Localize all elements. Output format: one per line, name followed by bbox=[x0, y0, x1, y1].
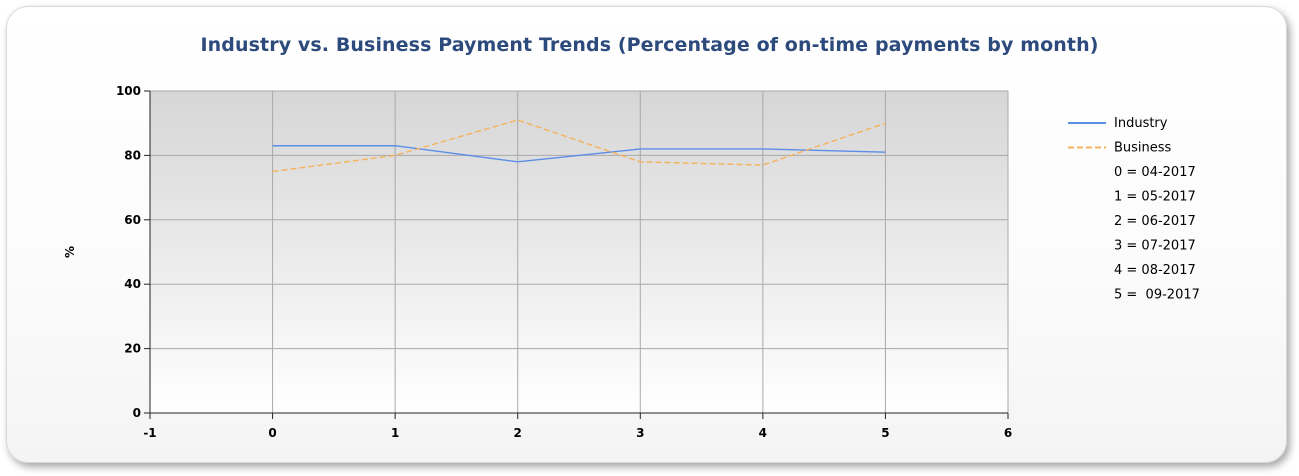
legend: Industry Business 0 = 04-2017 1 = 05-2017 2 … bbox=[1068, 116, 1200, 303]
plot-area bbox=[150, 91, 1008, 413]
y-axis-label: % bbox=[63, 246, 77, 258]
x-tick-label: 1 bbox=[391, 426, 399, 440]
chart-title: Industry vs. Business Payment Trends (Pe… bbox=[200, 34, 1099, 56]
axes bbox=[144, 90, 1009, 419]
legend-note: 5 = 09-2017 bbox=[1114, 288, 1200, 303]
y-tick-label: 0 bbox=[133, 406, 141, 420]
x-tick-label: 0 bbox=[268, 426, 276, 440]
x-tick-label: 3 bbox=[636, 426, 644, 440]
legend-note: 4 = 08-2017 bbox=[1114, 263, 1196, 278]
x-tick-label: 5 bbox=[881, 426, 889, 440]
y-tick-label: 40 bbox=[124, 277, 141, 291]
legend-note: 1 = 05-2017 bbox=[1114, 190, 1196, 205]
x-tick-label: -1 bbox=[143, 426, 156, 440]
legend-note: 0 = 04-2017 bbox=[1114, 165, 1196, 180]
x-tick-label: 2 bbox=[514, 426, 522, 440]
series-line-industry bbox=[272, 145, 886, 163]
series-line-business bbox=[272, 119, 886, 173]
y-tick-label: 60 bbox=[124, 213, 141, 227]
y-tick-label: 20 bbox=[124, 342, 141, 356]
x-tick-label: 6 bbox=[1004, 426, 1012, 440]
legend-note: 3 = 07-2017 bbox=[1114, 239, 1196, 254]
legend-label-industry: Industry bbox=[1114, 116, 1168, 131]
series-lines bbox=[272, 119, 886, 173]
x-tick-label: 4 bbox=[759, 426, 767, 440]
legend-note: 2 = 06-2017 bbox=[1114, 214, 1196, 229]
y-tick-label: 100 bbox=[116, 84, 141, 98]
legend-label-business: Business bbox=[1114, 141, 1172, 156]
y-tick-label: 80 bbox=[124, 148, 141, 162]
